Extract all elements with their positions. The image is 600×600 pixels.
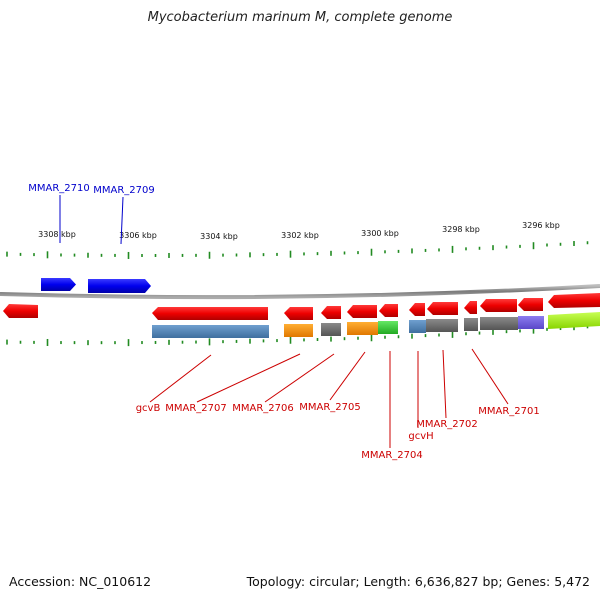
feature-box[interactable] [426, 319, 458, 332]
reverse-label-leaders [149, 348, 509, 448]
scale-label-3298: 3298 kbp [442, 225, 480, 234]
gene-label-mmar-2706[interactable]: MMAR_2706 [232, 403, 294, 414]
feature-box[interactable] [347, 322, 378, 335]
feature-box[interactable] [480, 317, 518, 330]
gene-arrow[interactable] [464, 301, 477, 314]
gene-label-mmar-2705[interactable]: MMAR_2705 [299, 402, 361, 413]
feature-box[interactable] [409, 320, 426, 333]
gene-arrow-mmar-2702[interactable] [427, 302, 458, 315]
gene-arrow-mmar-2707[interactable] [284, 307, 313, 320]
gene-arrow-gcvh[interactable] [409, 303, 425, 316]
gene-label-gcvh[interactable]: gcvH [408, 431, 433, 442]
gene-arrow-mmar-2709[interactable] [88, 279, 151, 293]
feature-box[interactable] [152, 325, 269, 338]
scale-label-3304: 3304 kbp [200, 232, 238, 241]
gene-label-gcvb[interactable]: gcvB [136, 403, 161, 414]
gene-label-mmar-2709[interactable]: MMAR_2709 [93, 185, 155, 196]
gene-arrow-mmar-2701[interactable] [480, 299, 517, 312]
upper-tick-ruler [6, 241, 589, 259]
gene-arrow[interactable] [548, 293, 600, 308]
feature-track [152, 312, 600, 338]
feature-box[interactable] [321, 323, 341, 336]
gene-arrow-mmar-2710[interactable] [41, 278, 76, 291]
gene-label-mmar-2710[interactable]: MMAR_2710 [28, 183, 90, 194]
gene-label-mmar-2704[interactable]: MMAR_2704 [361, 450, 423, 461]
scale-label-3306: 3306 kbp [119, 231, 157, 240]
gene-arrow-gcvb[interactable] [152, 307, 268, 320]
forward-label-leaders [59, 195, 124, 245]
feature-box[interactable] [464, 318, 478, 331]
scale-label-3296: 3296 kbp [522, 221, 560, 230]
gene-arrow-mmar-2705[interactable] [347, 305, 377, 318]
feature-box[interactable] [518, 316, 544, 329]
genome-backbone [0, 284, 600, 300]
scale-label-3308: 3308 kbp [38, 230, 76, 239]
gene-label-mmar-2701[interactable]: MMAR_2701 [478, 406, 540, 417]
accession-text: Accession: NC_010612 [9, 574, 152, 589]
scale-label-3302: 3302 kbp [281, 231, 319, 240]
gene-label-mmar-2707[interactable]: MMAR_2707 [165, 403, 227, 414]
reverse-strand [3, 293, 600, 320]
feature-box[interactable] [284, 324, 313, 337]
topology-summary: Topology: circular; Length: 6,636,827 bp… [246, 574, 590, 589]
map-title: Mycobacterium marinum M, complete genome [147, 10, 453, 25]
forward-strand [41, 278, 151, 293]
feature-box[interactable] [548, 312, 600, 329]
lower-tick-ruler [6, 325, 589, 347]
gene-arrow-mmar-2704[interactable] [379, 304, 398, 317]
gene-arrow[interactable] [3, 304, 38, 318]
gene-label-mmar-2702[interactable]: MMAR_2702 [416, 419, 478, 430]
gene-arrow[interactable] [518, 298, 543, 311]
feature-box[interactable] [378, 321, 398, 334]
scale-label-3300: 3300 kbp [361, 229, 399, 238]
gene-arrow-mmar-2706[interactable] [321, 306, 341, 319]
